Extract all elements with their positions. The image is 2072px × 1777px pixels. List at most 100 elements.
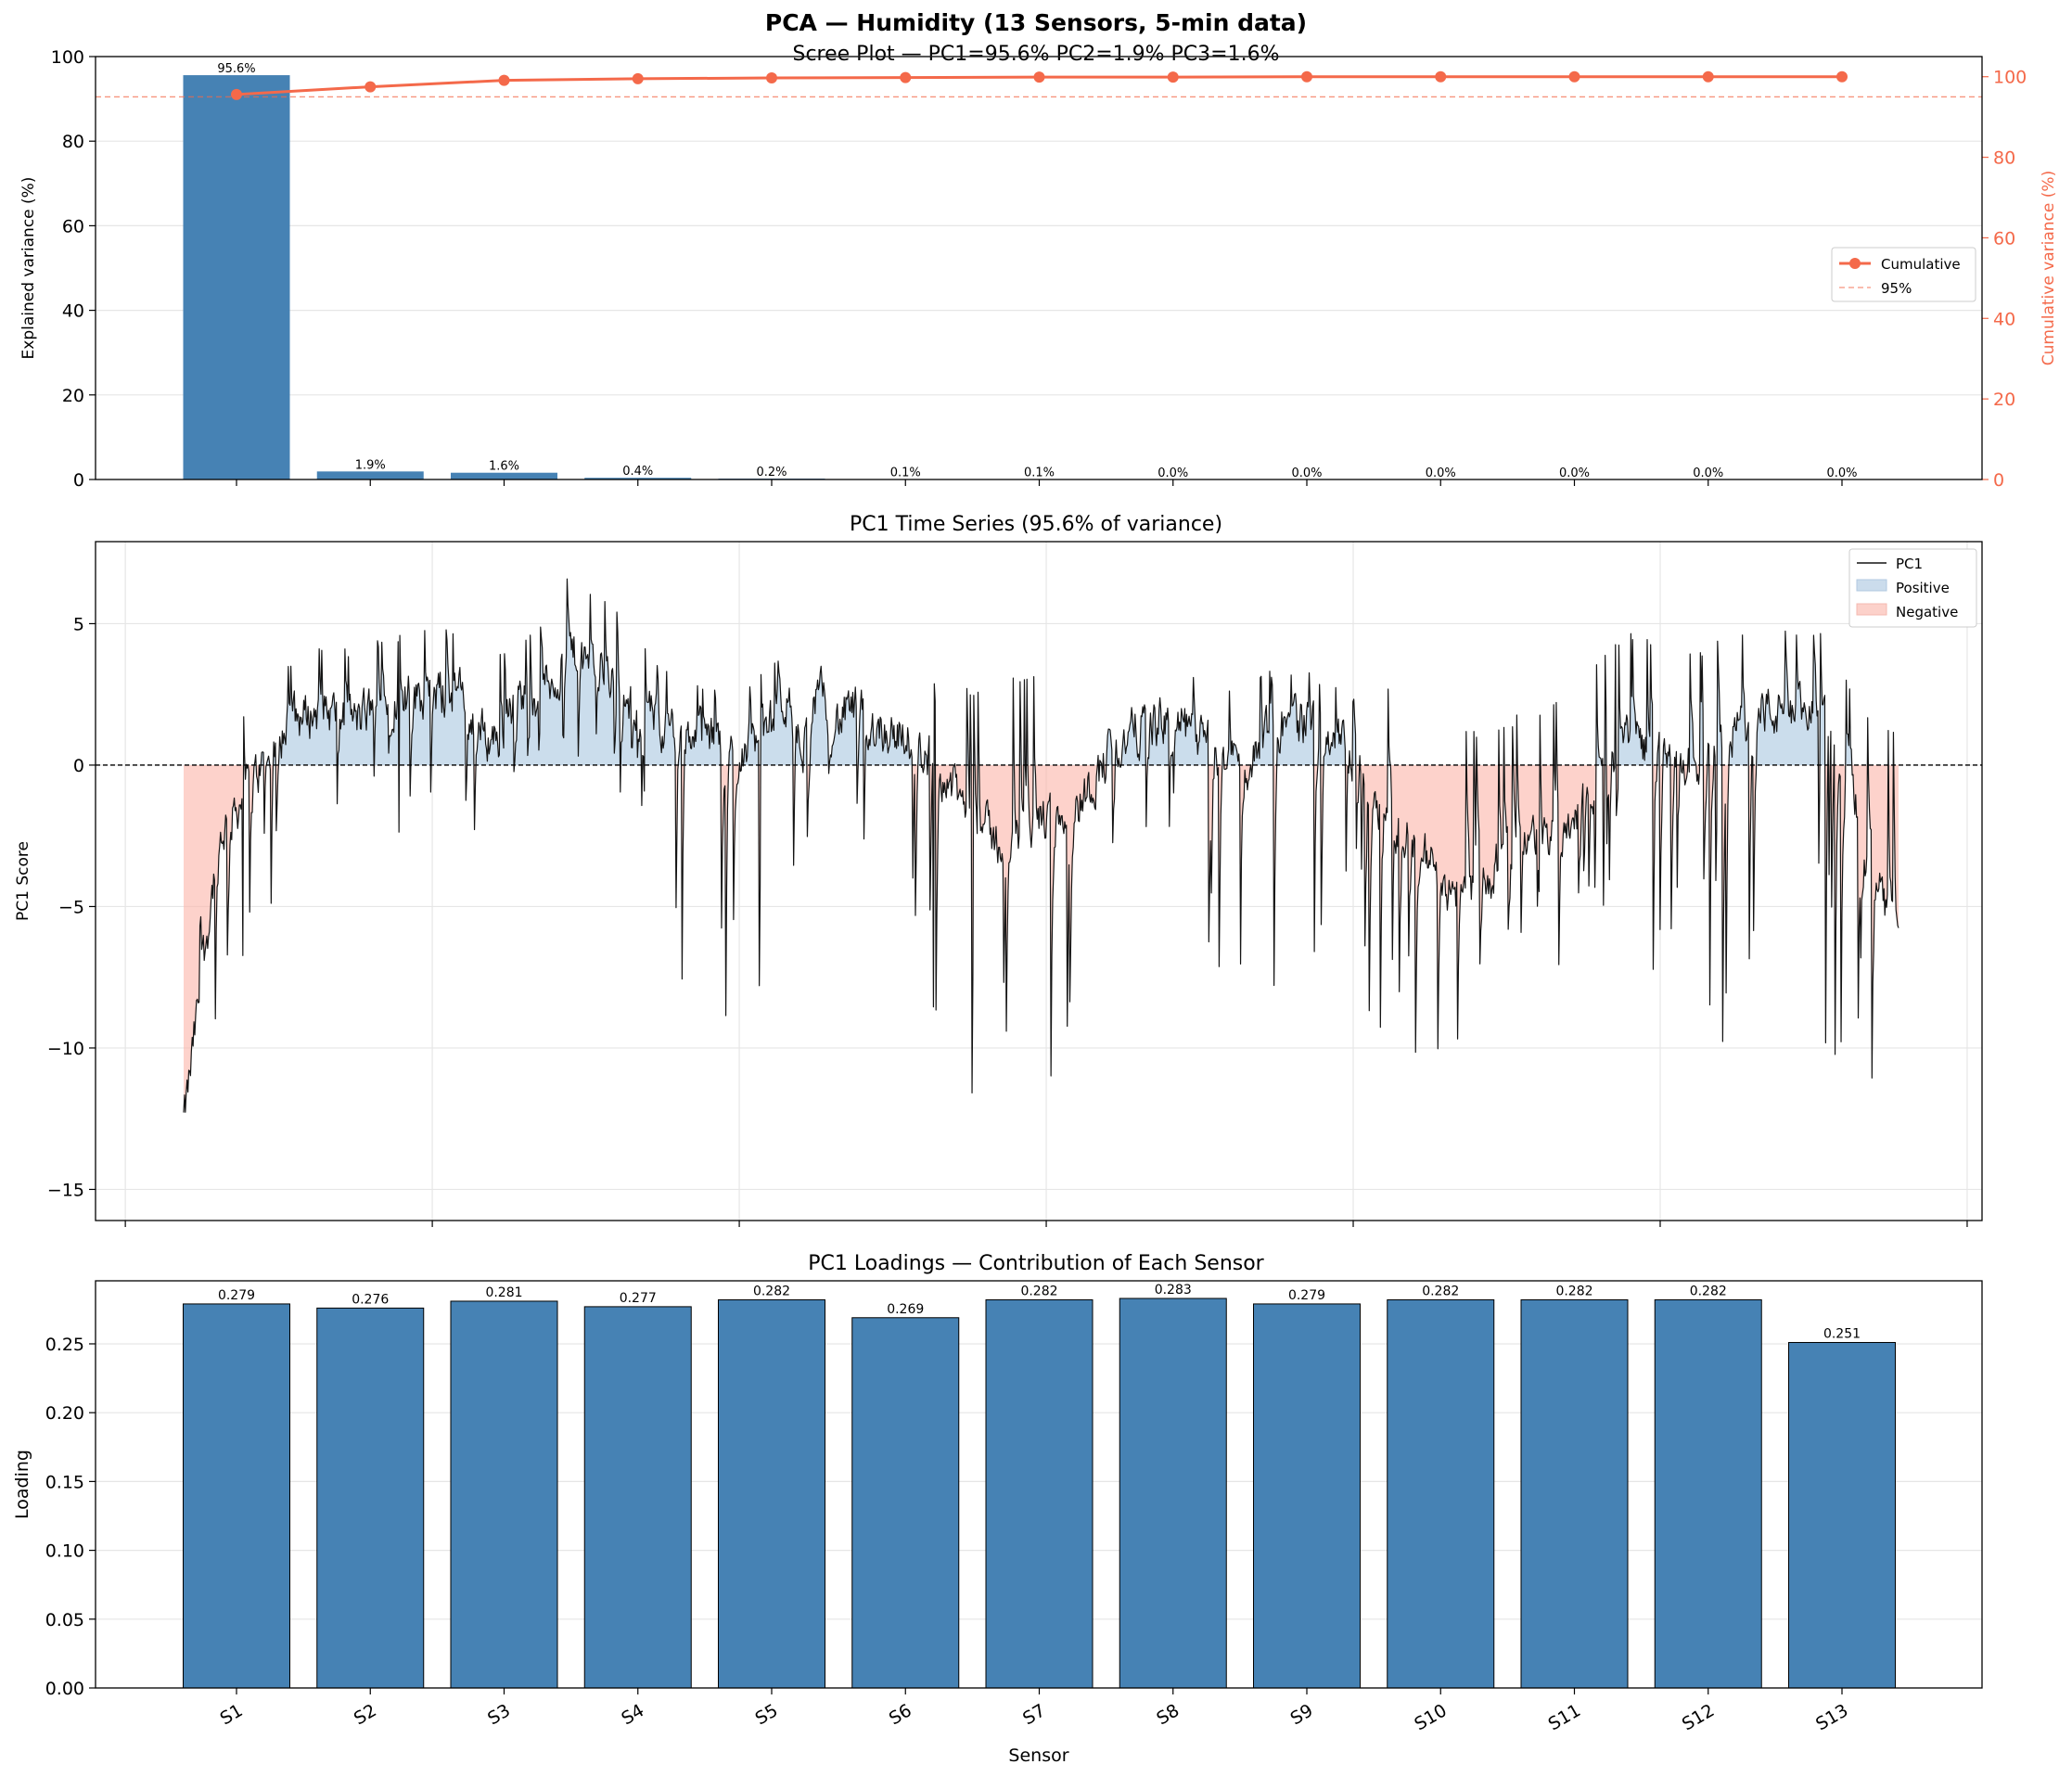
loading-bar <box>1387 1298 1495 1689</box>
timeseries-frame <box>95 541 1983 1221</box>
scree-right-ylabel: Cumulative variance (%) <box>2040 171 2058 365</box>
scree-bar-label: 0.0% <box>1291 467 1322 480</box>
loadings-frame <box>95 1280 1983 1689</box>
scree-ylabel: Explained variance (%) <box>19 177 38 360</box>
loading-bar-label: 0.282 <box>1020 1284 1057 1298</box>
cumulative-point <box>900 71 912 83</box>
loadings-ytick-label: 0.10 <box>45 1541 84 1562</box>
loadings-ytick-label: 0.00 <box>45 1679 84 1699</box>
scree-bar <box>316 471 424 479</box>
scree-bar-label: 0.1% <box>1024 467 1055 480</box>
scree-bar <box>584 478 692 479</box>
loading-bar <box>1654 1298 1762 1689</box>
loading-bar-label: 0.279 <box>1288 1288 1325 1303</box>
scree-right-ytick-label: 0 <box>1993 470 2004 491</box>
positive-area <box>184 579 1899 765</box>
cumulative-point <box>1702 70 1714 83</box>
timeseries-ytick-label: −15 <box>47 1180 84 1200</box>
scree-ytick-label: 80 <box>62 132 84 152</box>
cumulative-point <box>632 72 644 84</box>
loading-bar <box>1119 1298 1227 1689</box>
scree-bar-label: 0.0% <box>1426 467 1456 480</box>
scree-right-ytick-label: 100 <box>1993 68 2027 88</box>
loadings-title: PC1 Loadings — Contribution of Each Sens… <box>808 1252 1264 1275</box>
cumulative-point <box>1435 70 1447 83</box>
loading-bar-label: 0.282 <box>1555 1284 1592 1298</box>
loading-bar <box>718 1298 825 1689</box>
cumulative-point <box>231 88 242 100</box>
loading-bar <box>1520 1298 1629 1689</box>
timeseries-ytick-label: −10 <box>47 1039 84 1059</box>
loading-bar-label: 0.282 <box>753 1284 790 1298</box>
cumulative-point <box>1836 70 1848 83</box>
timeseries-ytick-label: 0 <box>73 756 84 776</box>
loadings-ytick-label: 0.05 <box>45 1610 84 1630</box>
timeseries-ytick-label: −5 <box>58 897 84 917</box>
pc1-time-series-panel: PC1 Time Series (95.6% of variance) 5 0 −5 −… <box>14 513 1983 1227</box>
cumulative-point <box>1301 70 1312 83</box>
scree-legend: Cumulative 95% <box>1831 247 1976 302</box>
loading-bar <box>1253 1303 1361 1689</box>
timeseries-ytick-label: 5 <box>73 614 84 634</box>
scree-bar-label: 0.0% <box>1158 467 1188 480</box>
loading-bar <box>583 1306 692 1689</box>
loadings-xlabel: Sensor <box>1008 1745 1068 1766</box>
scree-ytick-label: 60 <box>62 216 84 237</box>
loading-bar <box>1788 1341 1896 1689</box>
cumulative-point <box>365 81 377 93</box>
timeseries-title: PC1 Time Series (95.6% of variance) <box>850 513 1222 536</box>
legend-negative-label: Negative <box>1896 604 1958 620</box>
cumulative-point <box>1167 71 1179 83</box>
scree-ytick-label: 20 <box>62 386 84 406</box>
loadings-ytick-label: 0.20 <box>45 1403 84 1424</box>
loading-bar <box>316 1307 425 1689</box>
loadings-ylabel: Loading <box>12 1450 32 1519</box>
scree-ytick-label: 40 <box>62 301 84 322</box>
cumulative-point <box>1568 70 1580 83</box>
scree-right-ytick-label: 80 <box>1993 148 2015 169</box>
scree-bar <box>451 472 557 479</box>
timeseries-legend: PC1 Positive Negative <box>1848 548 1977 628</box>
cumulative-point <box>1033 71 1045 83</box>
legend-95-label: 95% <box>1881 280 1912 297</box>
cumulative-point <box>766 72 777 84</box>
loading-bar-label: 0.251 <box>1823 1326 1861 1341</box>
scree-bar-label: 1.9% <box>355 458 386 472</box>
loading-bar <box>851 1317 960 1689</box>
loading-bar <box>450 1300 558 1689</box>
legend-negative-swatch <box>1856 603 1887 616</box>
legend-cumulative-label: Cumulative <box>1881 256 1961 273</box>
loading-bar-label: 0.279 <box>218 1288 255 1303</box>
loading-bar-label: 0.269 <box>887 1302 924 1317</box>
scree-frame <box>95 56 1983 480</box>
scree-bar-label: 0.2% <box>756 466 787 479</box>
scree-ytick-label: 100 <box>51 47 84 68</box>
figure-title: PCA — Humidity (13 Sensors, 5-min data) <box>765 9 1307 36</box>
legend-positive-swatch <box>1856 579 1887 592</box>
loading-bar <box>985 1298 1094 1689</box>
scree-plot-panel: Scree Plot — PC1=95.6% PC2=1.9% PC3=1.6%… <box>19 43 2058 491</box>
scree-bar-label: 0.1% <box>890 467 921 480</box>
loading-bar <box>183 1303 290 1689</box>
negative-area <box>184 764 1899 1113</box>
legend-pc1-label: PC1 <box>1896 556 1923 572</box>
scree-bar-label: 0.0% <box>1826 467 1857 480</box>
scree-right-ytick-label: 60 <box>1993 228 2015 249</box>
loading-bar-label: 0.283 <box>1155 1283 1192 1298</box>
loading-bar-label: 0.282 <box>1422 1284 1459 1298</box>
loading-bar-label: 0.282 <box>1690 1284 1727 1298</box>
timeseries-ylabel: PC1 Score <box>14 841 32 921</box>
pc1-line <box>183 578 1899 1113</box>
scree-bar-label: 0.4% <box>622 465 653 479</box>
scree-title: Scree Plot — PC1=95.6% PC2=1.9% PC3=1.6% <box>793 43 1280 66</box>
loadings-ytick-label: 0.15 <box>45 1472 84 1492</box>
scree-bar <box>183 75 290 480</box>
loading-bar-label: 0.281 <box>485 1285 522 1300</box>
scree-bar-label: 0.0% <box>1693 467 1723 480</box>
scree-bar-label: 95.6% <box>217 62 255 76</box>
cumulative-point <box>498 74 510 86</box>
scree-bar-label: 1.6% <box>489 460 519 474</box>
scree-bar-label: 0.0% <box>1559 467 1590 480</box>
loading-bar-label: 0.277 <box>620 1291 657 1306</box>
